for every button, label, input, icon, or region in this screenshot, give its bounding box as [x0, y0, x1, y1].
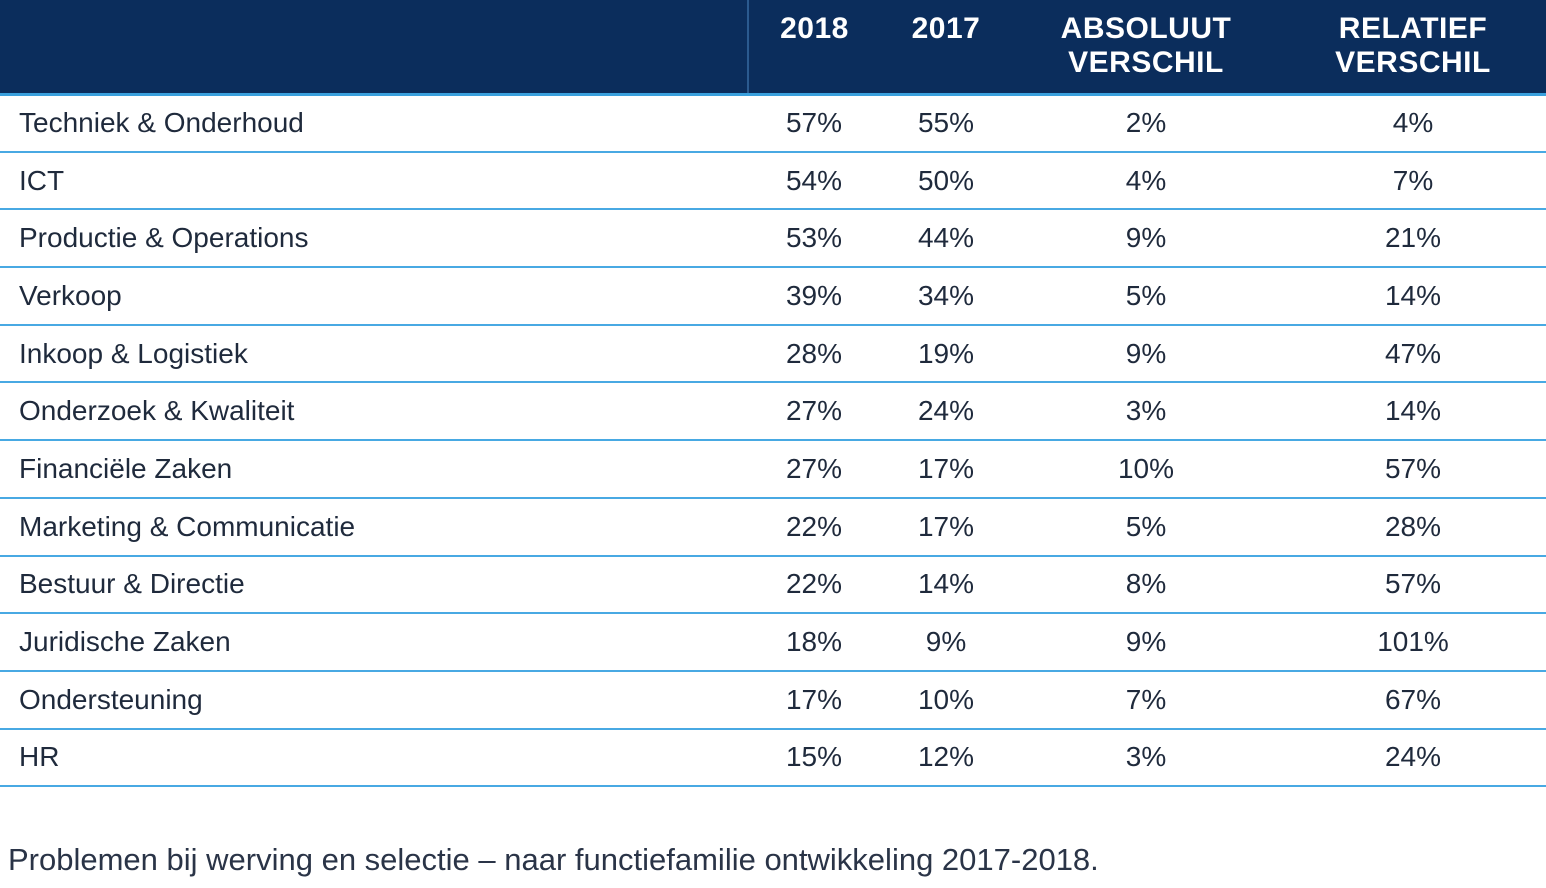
cell-2018: 22%: [785, 510, 843, 542]
cell-relative-difference: 4%: [1392, 107, 1434, 139]
cell-relative-difference: 21%: [1384, 222, 1442, 254]
cell-relative-difference: 57%: [1384, 452, 1442, 484]
cell-2018: 57%: [785, 107, 843, 139]
cell-relative-difference: 101%: [1377, 626, 1449, 658]
data-table: 2018 2017 ABSOLUUT VERSCHIL RELATIEF VER…: [0, 0, 1546, 787]
row-label: Marketing & Communicatie: [19, 510, 356, 542]
header-abs-line2: VERSCHIL: [1068, 46, 1224, 79]
header-absolute-difference: ABSOLUUT VERSCHIL: [1012, 0, 1280, 94]
cell-absolute-difference: 5%: [1125, 510, 1167, 542]
header-rel-line1: RELATIEF: [1338, 12, 1488, 45]
table-caption: Problemen bij werving en selectie – naar…: [8, 842, 1099, 877]
row-label: Financiële Zaken: [19, 452, 233, 484]
cell-2017: 44%: [917, 222, 975, 254]
table-row: Bestuur & Directie 22% 14% 8% 57%: [0, 556, 1546, 614]
cell-2017: 14%: [917, 568, 975, 600]
table-row: Marketing & Communicatie 22% 17% 5% 28%: [0, 498, 1546, 556]
row-label: Ondersteuning: [19, 683, 203, 715]
cell-absolute-difference: 7%: [1125, 683, 1167, 715]
table-row: Inkoop & Logistiek 28% 19% 9% 47%: [0, 325, 1546, 383]
cell-2018: 18%: [785, 626, 843, 658]
cell-2018: 27%: [785, 395, 843, 427]
row-label: HR: [19, 741, 60, 773]
row-label: ICT: [19, 164, 65, 196]
cell-absolute-difference: 3%: [1125, 741, 1167, 773]
table-row: HR 15% 12% 3% 24%: [0, 729, 1546, 787]
cell-relative-difference: 57%: [1384, 568, 1442, 600]
header-row: 2018 2017 ABSOLUUT VERSCHIL RELATIEF VER…: [0, 0, 1546, 94]
cell-absolute-difference: 2%: [1125, 107, 1167, 139]
table-row: Juridische Zaken 18% 9% 9% 101%: [0, 613, 1546, 671]
cell-2018: 28%: [785, 337, 843, 369]
table-row: Ondersteuning 17% 10% 7% 67%: [0, 671, 1546, 729]
cell-relative-difference: 14%: [1384, 279, 1442, 311]
header-relative-difference: RELATIEF VERSCHIL: [1280, 0, 1546, 94]
row-label: Juridische Zaken: [19, 626, 231, 658]
table-row: Onderzoek & Kwaliteit 27% 24% 3% 14%: [0, 382, 1546, 441]
header-2017: 2017: [911, 12, 981, 45]
table-row: ICT 54% 50% 4% 7%: [0, 152, 1546, 210]
cell-absolute-difference: 9%: [1125, 626, 1167, 658]
cell-absolute-difference: 9%: [1125, 222, 1167, 254]
cell-absolute-difference: 3%: [1125, 395, 1167, 427]
row-label: Techniek & Onderhoud: [19, 107, 304, 139]
cell-relative-difference: 67%: [1384, 683, 1442, 715]
header-abs-line1: ABSOLUUT: [1060, 12, 1232, 45]
cell-2017: 9%: [925, 626, 967, 658]
row-label: Onderzoek & Kwaliteit: [19, 395, 295, 427]
row-label: Productie & Operations: [19, 222, 309, 254]
data-table-container: 2018 2017 ABSOLUUT VERSCHIL RELATIEF VER…: [0, 0, 1546, 787]
cell-2017: 17%: [917, 452, 975, 484]
header-label-column: [0, 0, 749, 94]
cell-absolute-difference: 10%: [1117, 452, 1175, 484]
header-rel-line2: VERSCHIL: [1335, 46, 1491, 79]
cell-2018: 53%: [785, 222, 843, 254]
table-row: Financiële Zaken 27% 17% 10% 57%: [0, 440, 1546, 498]
cell-2018: 27%: [785, 452, 843, 484]
table-header: 2018 2017 ABSOLUUT VERSCHIL RELATIEF VER…: [0, 0, 1546, 94]
cell-relative-difference: 47%: [1384, 337, 1442, 369]
cell-2017: 50%: [917, 164, 975, 196]
cell-relative-difference: 14%: [1384, 395, 1442, 427]
cell-2018: 39%: [785, 279, 843, 311]
cell-relative-difference: 24%: [1384, 741, 1442, 773]
cell-absolute-difference: 8%: [1125, 568, 1167, 600]
cell-2017: 12%: [917, 741, 975, 773]
cell-2018: 17%: [785, 683, 843, 715]
cell-absolute-difference: 5%: [1125, 279, 1167, 311]
header-2018: 2018: [780, 12, 849, 45]
row-label: Bestuur & Directie: [19, 568, 245, 600]
cell-2017: 24%: [917, 395, 975, 427]
cell-2017: 19%: [917, 337, 975, 369]
cell-absolute-difference: 4%: [1125, 164, 1167, 196]
table-row: Verkoop 39% 34% 5% 14%: [0, 267, 1546, 325]
cell-2017: 10%: [917, 683, 975, 715]
row-label: Inkoop & Logistiek: [19, 337, 248, 369]
cell-relative-difference: 7%: [1392, 164, 1434, 196]
cell-2017: 17%: [917, 510, 975, 542]
cell-2017: 34%: [917, 279, 975, 311]
cell-2018: 54%: [785, 164, 843, 196]
table-body: Techniek & Onderhoud 57% 55% 2% 4% ICT 54% 50% 4…: [0, 94, 1546, 787]
cell-2018: 15%: [785, 741, 843, 773]
table-row: Productie & Operations 53% 44% 9% 21%: [0, 209, 1546, 268]
cell-2018: 22%: [785, 568, 843, 600]
row-label: Verkoop: [19, 279, 122, 311]
cell-2017: 55%: [917, 107, 975, 139]
table-row: Techniek & Onderhoud 57% 55% 2% 4%: [0, 94, 1546, 152]
cell-relative-difference: 28%: [1384, 510, 1442, 542]
cell-absolute-difference: 9%: [1125, 337, 1167, 369]
